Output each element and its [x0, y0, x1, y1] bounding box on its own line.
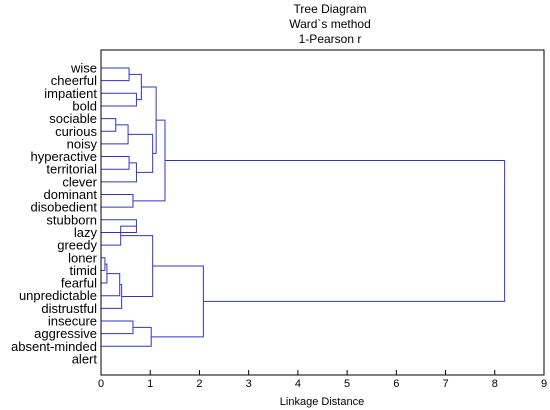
dendrogram-link-2 — [129, 73, 142, 101]
leaf-label-distrustful: distrustful — [41, 301, 97, 316]
leaf-label-alert: alert — [72, 351, 98, 366]
dendrogram-link-9 — [101, 194, 134, 208]
x-axis-title: Linkage Distance — [280, 396, 364, 408]
dendrogram-link-4 — [101, 124, 129, 145]
leaf-label-dominant: dominant — [44, 187, 98, 202]
x-tick-label-3: 3 — [246, 378, 252, 390]
dendrogram-link-18 — [101, 320, 134, 335]
leaf-label-hyperactive: hyperactive — [31, 149, 97, 164]
leaf-label-fearful: fearful — [61, 276, 97, 291]
x-tick-label-5: 5 — [344, 378, 350, 390]
dendrogram-links — [101, 67, 506, 347]
dendrogram-link-16 — [101, 284, 123, 309]
x-tick-label-4: 4 — [295, 378, 301, 390]
leaf-label-aggressive: aggressive — [34, 326, 97, 341]
leaf-labels: wisecheerfulimpatientboldsociablecurious… — [11, 61, 98, 367]
dendrogram-link-8 — [141, 86, 157, 154]
dendrogram-link-10 — [132, 119, 166, 202]
plot-frame — [100, 49, 545, 376]
leaf-label-timid: timid — [70, 263, 97, 278]
dendrogram-link-21 — [164, 160, 506, 302]
x-axis: 0 1 2 3 4 5 6 7 8 9 — [98, 370, 547, 390]
leaf-label-greedy: greedy — [57, 238, 97, 253]
leaf-label-sociable: sociable — [49, 111, 97, 126]
dendrogram-link-0 — [101, 67, 130, 82]
chart-title-line-1: Tree Diagram — [294, 2, 367, 16]
x-tick-label-6: 6 — [393, 378, 399, 390]
leaf-label-unpredictable: unpredictable — [19, 288, 97, 303]
dendrogram-link-20 — [151, 265, 204, 338]
leaf-label-bold: bold — [72, 98, 97, 113]
leaf-label-loner: loner — [68, 250, 98, 265]
x-tick-label-0: 0 — [98, 378, 104, 390]
x-tick-label-8: 8 — [492, 378, 498, 390]
dendrogram-link-15 — [101, 273, 121, 297]
dendrogram-link-19 — [101, 326, 152, 347]
dendrogram-link-14 — [101, 263, 108, 284]
leaf-label-insecure: insecure — [48, 314, 97, 329]
dendrogram-link-17 — [120, 235, 154, 297]
leaf-label-cheerful: cheerful — [51, 73, 97, 88]
dendrogram-link-6 — [101, 162, 137, 183]
leaf-label-absent-minded: absent-minded — [11, 339, 97, 354]
leaf-label-impatient: impatient — [44, 86, 97, 101]
dendrogram-link-7 — [128, 133, 154, 173]
leaf-label-curious: curious — [55, 124, 97, 139]
leaf-label-noisy: noisy — [67, 136, 98, 151]
chart-title-line-3: 1-Pearson r — [299, 32, 362, 46]
chart-title-line-2: Ward`s method — [289, 17, 371, 31]
x-tick-label-2: 2 — [196, 378, 202, 390]
leaf-label-clever: clever — [62, 174, 97, 189]
leaf-label-wise: wise — [70, 61, 97, 76]
leaf-label-territorial: territorial — [46, 162, 97, 177]
x-tick-label-1: 1 — [147, 378, 153, 390]
dendrogram-link-1 — [101, 92, 137, 107]
leaf-label-disobedient: disobedient — [31, 200, 98, 215]
x-tick-label-9: 9 — [541, 378, 547, 390]
leaf-label-stubborn: stubborn — [46, 212, 97, 227]
leaf-label-lazy: lazy — [74, 225, 98, 240]
x-tick-label-7: 7 — [442, 378, 448, 390]
dendrogram-link-13 — [101, 257, 106, 271]
dendrogram-link-3 — [101, 118, 117, 132]
dendrogram-link-5 — [101, 156, 130, 170]
